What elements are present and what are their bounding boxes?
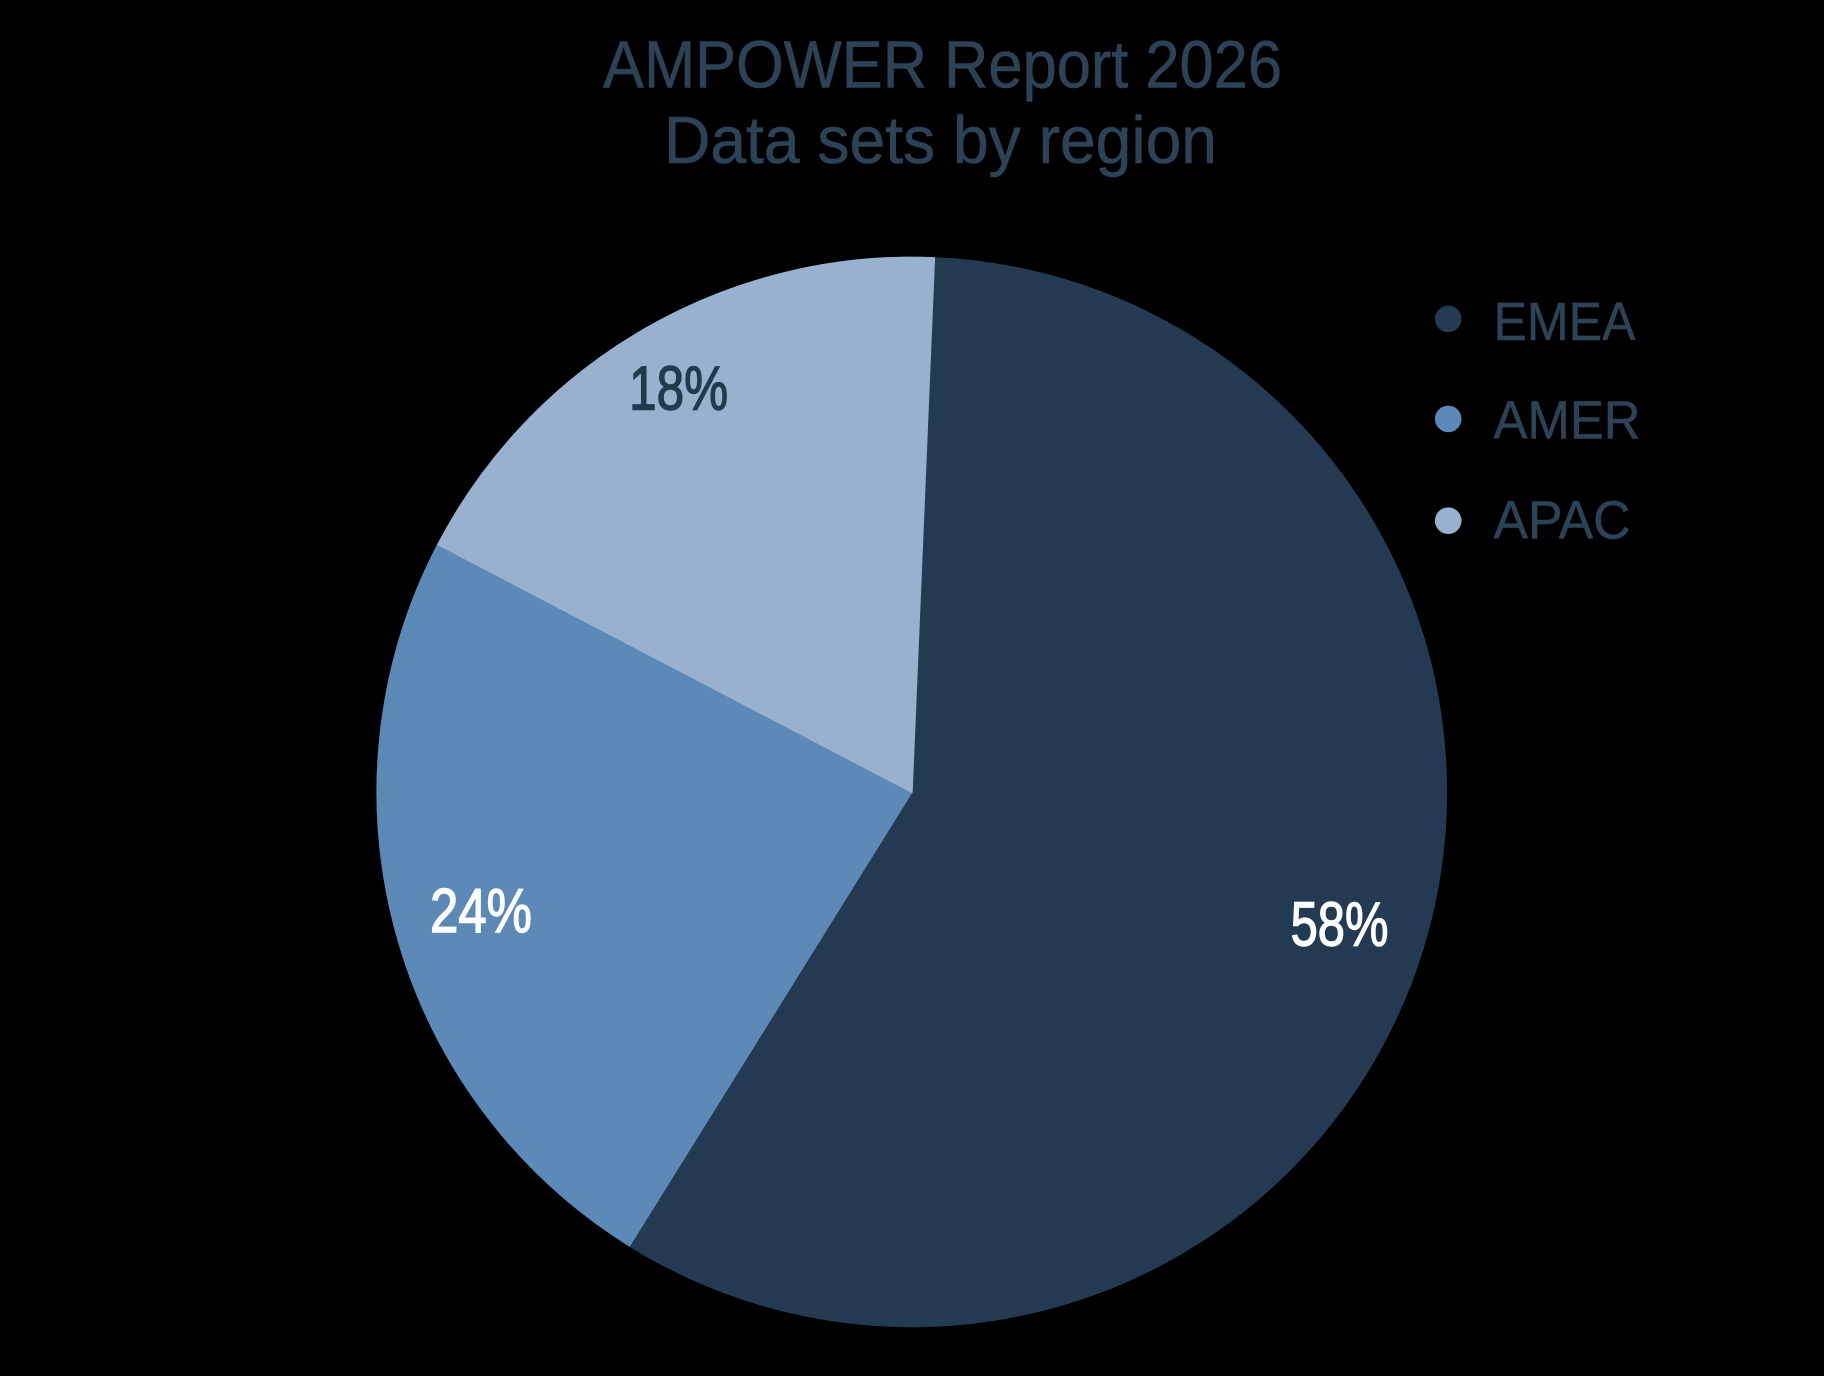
svg-text:EMEA: EMEA	[1494, 292, 1636, 352]
svg-text:Data sets by region: Data sets by region	[664, 103, 1217, 178]
svg-text:58%: 58%	[1291, 891, 1389, 960]
svg-text:APAC: APAC	[1494, 491, 1631, 551]
svg-text:24%: 24%	[430, 877, 532, 946]
svg-text:AMER: AMER	[1494, 391, 1641, 451]
svg-text:AMPOWER Report 2026: AMPOWER Report 2026	[603, 27, 1282, 102]
svg-text:18%: 18%	[629, 354, 728, 423]
